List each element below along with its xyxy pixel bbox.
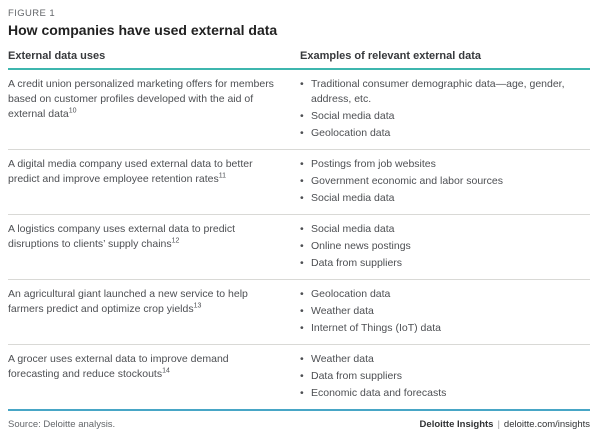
examples-cell: Weather data Data from suppliers Economi…: [300, 352, 590, 403]
source-note: Source: Deloitte analysis.: [8, 419, 116, 430]
use-cell: A logistics company uses external data t…: [8, 222, 300, 273]
table-header-row: External data uses Examples of relevant …: [8, 50, 590, 70]
brand-url: deloitte.com/insights: [503, 419, 590, 430]
example-item: Social media data: [300, 109, 570, 124]
use-text: A logistics company uses external data t…: [8, 223, 236, 250]
examples-cell: Geolocation data Weather data Internet o…: [300, 287, 590, 338]
footnote-ref: 14: [162, 367, 170, 375]
table-row: An agricultural giant launched a new ser…: [8, 280, 590, 345]
table-row: A logistics company uses external data t…: [8, 215, 590, 280]
example-item: Geolocation data: [300, 126, 570, 141]
examples-cell: Traditional consumer demographic data—ag…: [300, 77, 590, 143]
column-header-examples: Examples of relevant external data: [300, 50, 481, 62]
examples-list: Social media data Online news postings D…: [300, 222, 570, 271]
footnote-ref: 12: [171, 237, 180, 245]
table-row: A grocer uses external data to improve d…: [8, 345, 590, 409]
example-item: Social media data: [300, 222, 570, 237]
use-text: A digital media company used external da…: [8, 158, 253, 185]
example-item: Weather data: [300, 352, 570, 367]
example-item: Economic data and forecasts: [300, 386, 570, 401]
examples-cell: Postings from job websites Government ec…: [300, 157, 590, 208]
brand-separator: |: [497, 419, 500, 430]
examples-cell: Social media data Online news postings D…: [300, 222, 590, 273]
use-cell: A grocer uses external data to improve d…: [8, 352, 300, 403]
example-item: Online news postings: [300, 239, 570, 254]
use-text: A grocer uses external data to improve d…: [8, 353, 229, 380]
figure-title: How companies have used external data: [8, 22, 278, 38]
examples-list: Traditional consumer demographic data—ag…: [300, 77, 570, 141]
brand-line: Deloitte Insights | deloitte.com/insights: [420, 419, 590, 430]
footnote-ref: 13: [193, 302, 202, 310]
use-text: A credit union personalized marketing of…: [8, 78, 274, 120]
example-item: Social media data: [300, 191, 570, 206]
use-cell: A digital media company used external da…: [8, 157, 300, 208]
examples-list: Postings from job websites Government ec…: [300, 157, 570, 206]
footnote-ref: 10: [68, 107, 77, 115]
example-item: Government economic and labor sources: [300, 174, 570, 189]
footnote-ref: 11: [218, 172, 226, 180]
figure-footer: Source: Deloitte analysis. Deloitte Insi…: [8, 419, 590, 430]
example-item: Postings from job websites: [300, 157, 570, 172]
figure-container: FIGURE 1 How companies have used externa…: [0, 0, 600, 419]
use-cell: A credit union personalized marketing of…: [8, 77, 300, 143]
use-cell: An agricultural giant launched a new ser…: [8, 287, 300, 338]
example-item: Data from suppliers: [300, 369, 570, 384]
figure-label: FIGURE 1: [8, 8, 56, 19]
example-item: Geolocation data: [300, 287, 570, 302]
example-item: Traditional consumer demographic data—ag…: [300, 77, 570, 107]
table-body: A credit union personalized marketing of…: [8, 70, 590, 411]
example-item: Internet of Things (IoT) data: [300, 321, 570, 336]
column-header-uses: External data uses: [8, 50, 106, 62]
table-row: A digital media company used external da…: [8, 150, 590, 215]
examples-list: Geolocation data Weather data Internet o…: [300, 287, 570, 336]
brand-name: Deloitte Insights: [419, 419, 494, 430]
example-item: Data from suppliers: [300, 256, 570, 271]
example-item: Weather data: [300, 304, 570, 319]
examples-list: Weather data Data from suppliers Economi…: [300, 352, 570, 401]
use-text: An agricultural giant launched a new ser…: [8, 288, 248, 315]
table-row: A credit union personalized marketing of…: [8, 70, 590, 150]
